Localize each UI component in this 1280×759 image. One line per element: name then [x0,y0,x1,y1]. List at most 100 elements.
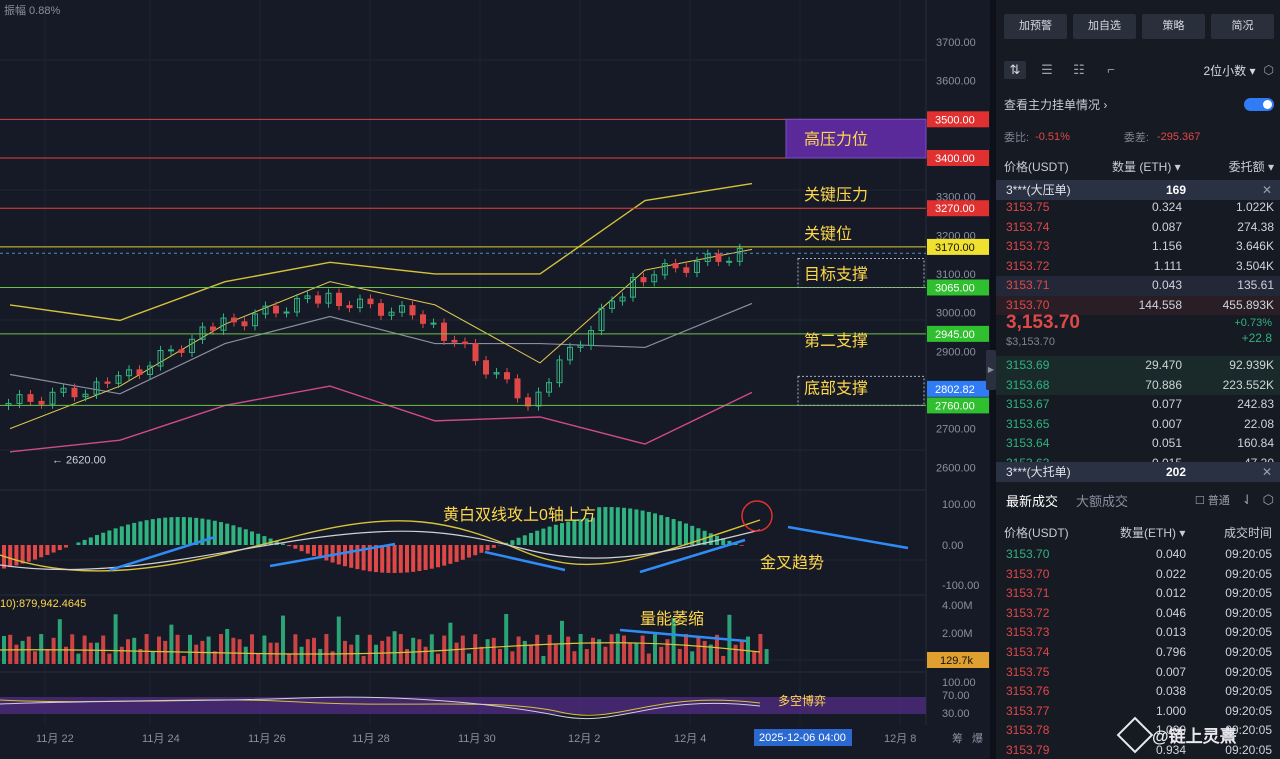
volume-bar [628,642,633,664]
watch-orders-link[interactable]: 查看主力挂单情况 › [1004,98,1108,112]
price-axis-label: 2900.00 [936,346,976,358]
bid-row[interactable]: 3153.69 29.470 92.939K [996,356,1280,376]
book-depth-icon[interactable]: ⌐ [1107,62,1115,77]
settings-hex-icon[interactable]: ⬡ [1263,63,1274,77]
decimal-select[interactable]: 2位小数 ▾ [1203,63,1256,78]
volume-bar [609,634,614,664]
close-icon[interactable]: ✕ [1261,465,1272,479]
macd-bar [355,545,360,570]
ask-row[interactable]: 3153.74 0.087 274.38 [996,218,1280,238]
candle-body [16,394,23,404]
big-ask-row[interactable]: 3***(大压单) 169 ✕ [996,180,1280,200]
ratio-value: -0.51% [1035,131,1070,143]
candle-body [535,391,542,407]
volume-bar [578,634,583,664]
ask-row[interactable]: 3153.75 0.324 1.022K [996,198,1280,218]
ask-row[interactable]: 3153.71 0.043 135.61 [996,276,1280,296]
bid-price: 3153.64 [1006,436,1050,450]
candle-body [199,326,206,340]
volume-bar [138,648,143,664]
bid-row[interactable]: 3153.65 0.007 22.08 [996,415,1280,435]
volume-bar [547,634,552,664]
watch-orders-toggle[interactable] [1244,98,1274,111]
diff-value: -295.367 [1156,131,1201,143]
date-axis-label: 11月 30 [458,733,496,745]
trade-time: 09:20:05 [1225,625,1272,640]
trade-price: 3153.70 [1006,547,1050,561]
tab-large-trades[interactable]: 大额成交 [1076,493,1129,509]
trades-col-qty[interactable]: 数量(ETH) ▾ [1120,526,1186,540]
macd-bar [634,509,639,545]
close-icon[interactable]: ✕ [1261,183,1272,197]
filter-icon[interactable]: ⇃ [1241,492,1253,507]
macd-bar [343,545,347,567]
strategy-button[interactable]: 策略 [1142,14,1205,39]
macd-bar [584,518,589,545]
bid-row[interactable]: 3153.64 0.051 160.84 [996,434,1280,454]
tab-latest-trades[interactable]: 最新成交 [1006,493,1059,509]
bid-row[interactable]: 3153.67 0.077 242.83 [996,395,1280,415]
settings-hex-icon[interactable]: ⬡ [1262,492,1274,507]
current-time-label: 2025-12-06 04:00 [759,732,846,744]
collapse-panel-handle[interactable]: ▶ [986,350,996,390]
bid-total: 223.552K [1222,377,1274,392]
normal-checkbox[interactable]: ☐ 普通 [1194,495,1230,507]
chart-area[interactable]: 振幅 0.88% 3700.00 3600.00 3300.00 3200.00 3100… [0,0,990,759]
annotation-key-level: 关键位 [804,225,852,243]
book-both-icon[interactable]: ⇅ [1004,61,1026,79]
volume-bar [702,640,707,664]
candle-body [262,305,269,315]
ask-total: 455.893K [1222,297,1274,312]
macd-bar [603,507,608,545]
volume-bar [88,642,93,664]
col-total[interactable]: 委托额 ▾ [1228,160,1274,174]
candle-body [472,343,479,362]
price-chart[interactable]: 振幅 0.88%3700.003600.003300.003200.003100… [0,0,990,759]
macd-bar [101,532,106,545]
volume-bar [45,648,50,664]
book-asks-icon[interactable]: ☷ [1073,62,1085,77]
overview-button[interactable]: 简况 [1211,14,1274,39]
ask-qty: 1.156 [1151,239,1182,253]
candle-body [220,317,227,331]
candle-body [336,292,342,307]
candle-body [598,307,605,332]
candle-body [420,314,426,324]
add-watchlist-button[interactable]: 加自选 [1073,14,1136,39]
trade-time: 09:20:05 [1225,743,1272,757]
ask-total: 1.022K [1235,200,1274,214]
trend-arrow [484,550,566,572]
trade-time: 09:20:05 [1225,664,1272,679]
volume-ma-line [0,642,761,655]
add-alert-button[interactable]: 加预警 [1004,14,1067,39]
ask-row[interactable]: 3153.73 1.156 3.646K [996,237,1280,257]
macd-bar [659,515,664,545]
col-qty[interactable]: 数量 (ETH) ▾ [1112,160,1181,174]
macd-bar [312,545,316,557]
volume-bar [163,640,168,664]
bid-row[interactable]: 3153.68 70.886 223.552K [996,375,1280,395]
ask-row[interactable]: 3153.72 1.111 3.504K [996,257,1280,277]
ask-row[interactable]: 3153.70 144.558 455.893K [996,295,1280,315]
candle-body [556,359,563,384]
candle-body [357,298,363,309]
candle-body [157,350,164,367]
volume-bar [126,639,130,664]
volume-label: 10):879,942.4645 [0,598,86,610]
macd-bar [560,523,564,545]
candle-body [409,305,416,316]
macd-bar [640,510,645,545]
trend-arrow [787,525,909,550]
annotation-key-resistance: 关键压力 [804,186,868,204]
bid-qty: 0.051 [1151,436,1182,450]
volume-bar [231,637,236,664]
macd-bar [374,545,378,573]
macd-bar [200,518,205,545]
trade-time: 09:20:05 [1225,547,1272,561]
big-bid-row[interactable]: 3***(大托单) 202 ✕ [996,462,1280,482]
col-total-label: 委托额 [1228,160,1265,174]
volume-bar [535,634,540,664]
macd-bar [386,545,391,573]
book-bids-icon[interactable]: ☰ [1041,62,1053,77]
low-marker: ← 2620.00 [52,455,106,467]
